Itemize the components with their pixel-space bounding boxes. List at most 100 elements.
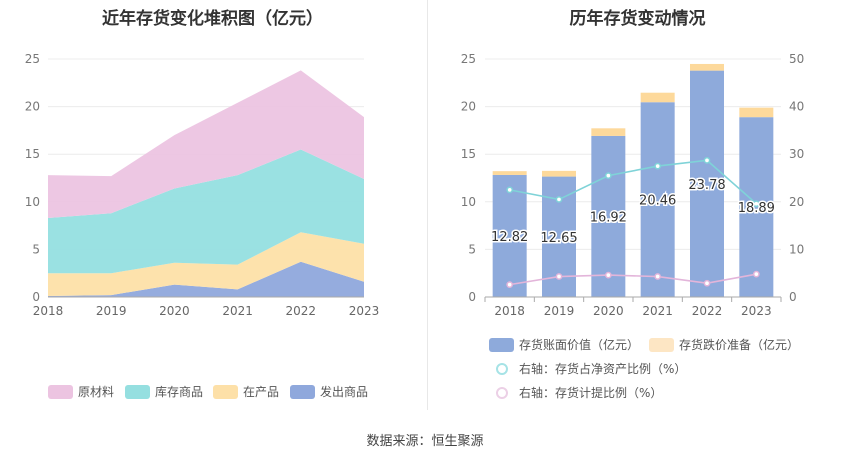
y-tick-label: 5 xyxy=(468,242,476,256)
bar-value-label: 12.82 xyxy=(491,230,528,245)
legend-item-raw-materials[interactable]: 原材料 xyxy=(48,383,114,400)
x-tick-label: 2018 xyxy=(494,304,525,318)
x-tick-label: 2019 xyxy=(544,304,575,318)
bar-impairment xyxy=(492,171,527,175)
line-point xyxy=(555,196,563,203)
line-point xyxy=(555,273,563,280)
data-source-note: 数据来源：恒生聚源 xyxy=(366,434,484,449)
legend-label: 库存商品 xyxy=(155,385,204,399)
line-point xyxy=(654,273,662,280)
line-point xyxy=(752,200,760,208)
line-point xyxy=(654,162,662,170)
x-tick-label: 2018 xyxy=(33,304,64,318)
bar-impairment xyxy=(542,170,576,177)
legend-item-shipped-goods[interactable]: 发出商品 xyxy=(290,383,368,400)
y-tick-label: 5 xyxy=(32,242,40,256)
bar-value-label: 18.89 xyxy=(738,201,775,216)
legend-item-impairment[interactable]: 存货跌价准备（亿元） xyxy=(649,336,799,353)
legend-swatch xyxy=(48,384,73,399)
y2-tick-label: 30 xyxy=(789,147,804,161)
left-chart-title: 近年存货变化堆积图（亿元） xyxy=(102,9,323,29)
area-在产品 xyxy=(48,232,364,297)
x-tick-label: 2023 xyxy=(741,304,772,318)
bar-impairment xyxy=(591,128,626,136)
y2-tick-label: 50 xyxy=(789,52,804,66)
bar-value-halo: 12.82 xyxy=(491,230,528,245)
x-tick-label: 2019 xyxy=(96,304,127,318)
bar-value-halo: 18.89 xyxy=(738,201,775,216)
bar-book-value xyxy=(690,70,724,297)
area-库存商品 xyxy=(48,149,364,274)
y2-tick-label: 40 xyxy=(789,100,804,114)
line-point xyxy=(506,186,514,194)
legend-swatch xyxy=(213,384,238,399)
legend-line-marker xyxy=(496,386,508,399)
x-tick-label: 2022 xyxy=(692,304,723,318)
y2-tick-label: 0 xyxy=(789,290,797,304)
bar-book-value xyxy=(739,117,774,297)
panel-divider xyxy=(427,0,428,410)
legend-label: 在产品 xyxy=(243,385,280,399)
legend-item-provision-ratio[interactable]: 右轴：存货计提比例（%） xyxy=(489,384,662,401)
bar-impairment xyxy=(690,63,724,71)
bar-impairment xyxy=(640,92,675,103)
y-tick-label: 15 xyxy=(461,147,476,161)
x-tick-label: 2021 xyxy=(642,304,673,318)
bar-value-halo: 12.65 xyxy=(540,231,577,246)
bar-book-value xyxy=(640,102,675,298)
legend-label: 发出商品 xyxy=(320,385,369,399)
bar-book-value xyxy=(492,174,527,297)
x-tick-label: 2023 xyxy=(349,304,380,318)
area-原材料 xyxy=(48,70,364,218)
bar-value-label: 23.78 xyxy=(688,178,725,193)
legend-swatch xyxy=(125,384,150,399)
line-series xyxy=(509,159,757,205)
bar-value-halo: 20.46 xyxy=(639,194,676,209)
y-tick-label: 20 xyxy=(25,100,40,114)
area-发出商品 xyxy=(48,261,364,297)
x-tick-label: 2022 xyxy=(286,304,317,318)
legend-label: 存货账面价值（亿元） xyxy=(519,338,640,352)
legend-label: 原材料 xyxy=(78,385,115,399)
bar-value-halo: 16.92 xyxy=(590,210,627,225)
legend-line-marker xyxy=(496,362,508,375)
legend-swatch xyxy=(489,337,514,352)
line-point xyxy=(604,172,612,179)
x-tick-label: 2020 xyxy=(593,304,624,318)
x-tick-label: 2020 xyxy=(159,304,190,318)
bar-value-label: 12.65 xyxy=(540,231,577,246)
y-tick-label: 0 xyxy=(32,290,40,304)
line-point xyxy=(703,279,711,287)
y2-tick-label: 10 xyxy=(789,242,804,256)
legend-label: 存货跌价准备（亿元） xyxy=(679,338,800,352)
legend-item-finished-goods[interactable]: 库存商品 xyxy=(125,383,203,400)
legend-item-book-value[interactable]: 存货账面价值（亿元） xyxy=(489,336,639,353)
y-tick-label: 25 xyxy=(25,52,40,66)
y-tick-label: 10 xyxy=(25,195,40,209)
line-point xyxy=(604,271,612,279)
bar-value-halo: 23.78 xyxy=(688,178,725,193)
y2-tick-label: 20 xyxy=(789,195,804,209)
legend-item-wip[interactable]: 在产品 xyxy=(213,383,279,400)
legend-swatch xyxy=(290,384,315,399)
line-point xyxy=(506,281,514,288)
legend-item-net-asset-ratio[interactable]: 右轴：存货占净资产比例（%） xyxy=(489,360,686,377)
x-tick-label: 2021 xyxy=(222,304,253,318)
bar-value-label: 16.92 xyxy=(590,210,627,225)
line-point xyxy=(703,157,711,164)
bar-value-label: 20.46 xyxy=(639,194,676,209)
right-chart-title: 历年存货变动情况 xyxy=(569,9,706,29)
line-point xyxy=(752,270,760,278)
y-tick-label: 15 xyxy=(25,147,40,161)
legend-swatch xyxy=(649,337,674,352)
y-tick-label: 0 xyxy=(468,290,476,304)
legend-label: 右轴：存货占净资产比例（%） xyxy=(519,362,687,376)
legend-label: 右轴：存货计提比例（%） xyxy=(519,386,663,400)
y-tick-label: 25 xyxy=(461,52,476,66)
y-tick-label: 20 xyxy=(461,100,476,114)
line-series xyxy=(509,273,757,286)
bar-book-value xyxy=(591,135,626,297)
y-tick-label: 10 xyxy=(461,195,476,209)
bar-impairment xyxy=(739,107,774,118)
